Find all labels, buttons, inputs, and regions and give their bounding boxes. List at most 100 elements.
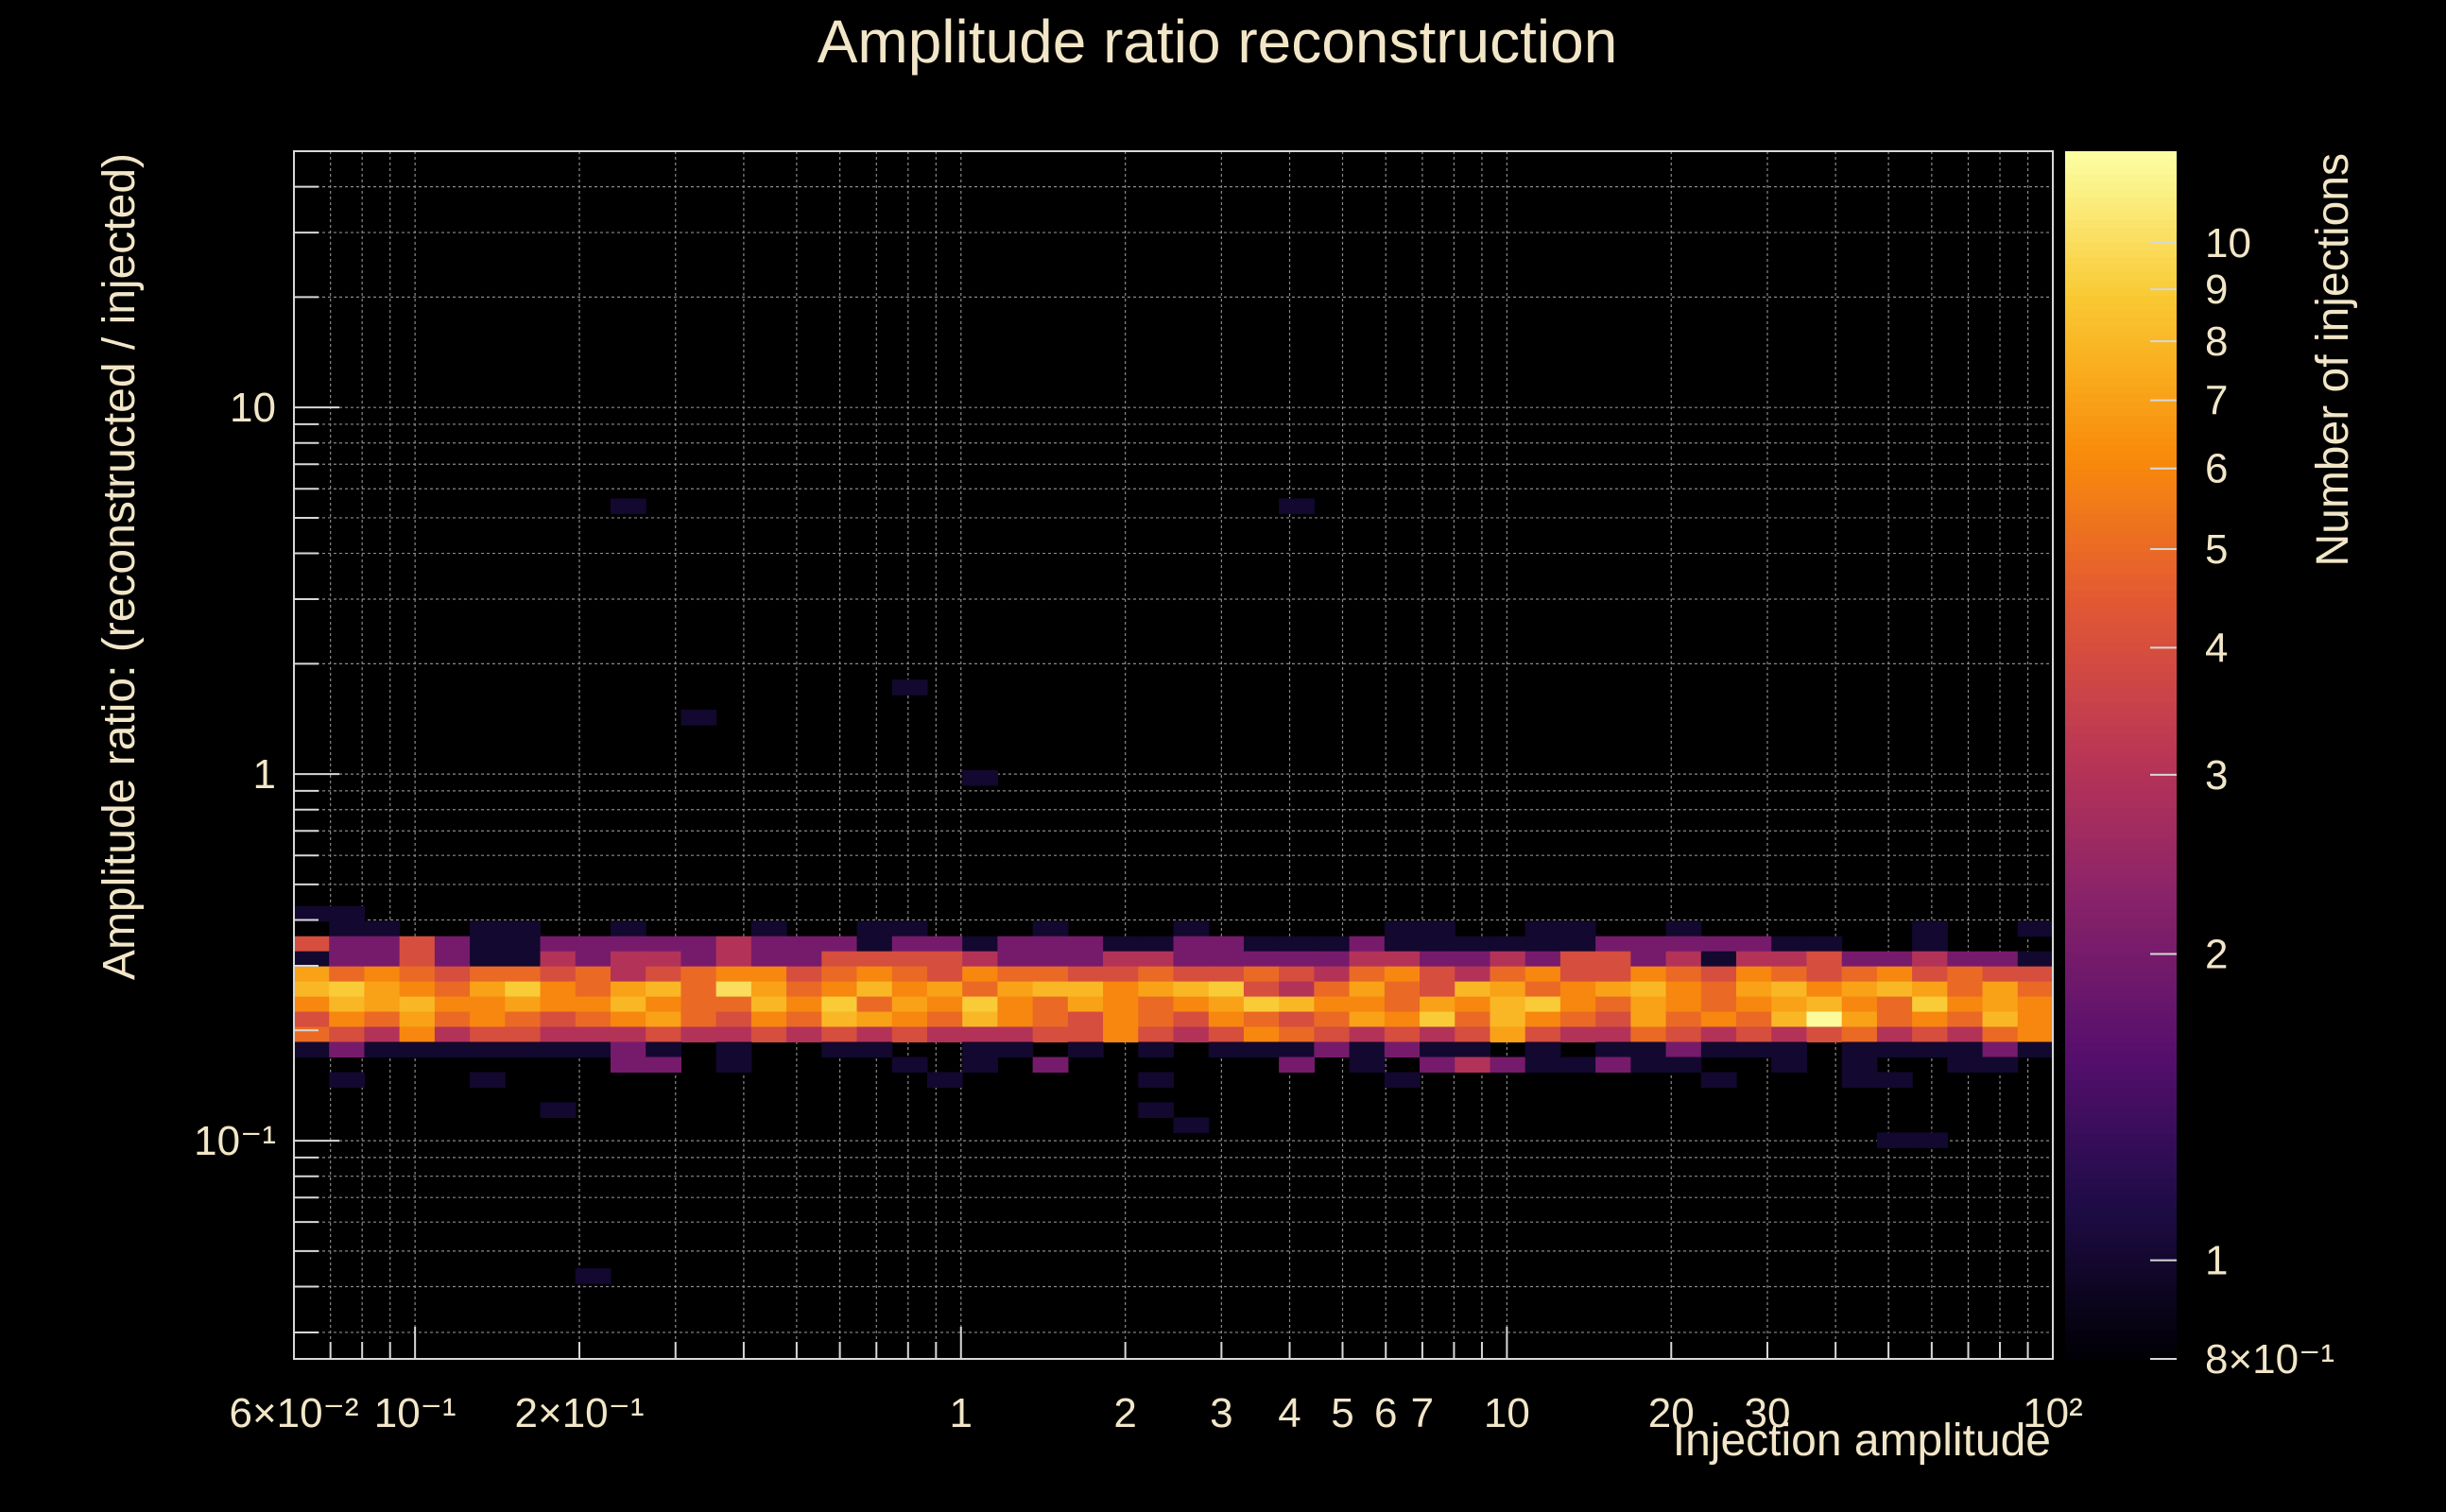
heatmap-cell <box>821 1026 858 1043</box>
heatmap-cell <box>1032 996 1069 1013</box>
heatmap-cell <box>364 920 401 937</box>
heatmap-cell <box>1138 951 1175 968</box>
heatmap-cell <box>329 936 366 953</box>
colorbar-segment <box>2065 589 2177 598</box>
heatmap-cell <box>2017 1026 2054 1043</box>
heatmap-cell <box>926 1026 963 1043</box>
x-tick-label: 30 <box>1744 1390 1790 1436</box>
heatmap-cell <box>470 966 506 983</box>
heatmap-cell <box>1103 951 1139 968</box>
colorbar-segment <box>2065 1117 2177 1126</box>
heatmap-cell <box>540 966 577 983</box>
heatmap-cell <box>1876 951 1913 968</box>
color-scale: 109 8 7 6 5 4 3 2 1 8×10⁻¹ <box>2065 151 2334 1383</box>
heatmap-cell <box>364 1041 401 1058</box>
heatmap-cell <box>891 951 928 968</box>
heatmap-cell <box>1947 1011 1984 1028</box>
heatmap-cell <box>294 981 330 998</box>
colorbar-segment <box>2065 717 2177 726</box>
colorbar-segment <box>2065 596 2177 606</box>
heatmap-cell <box>1876 966 1913 983</box>
colorbar-segment <box>2065 1064 2177 1074</box>
colorbar-segment <box>2065 445 2177 455</box>
heatmap-cell <box>1349 966 1386 983</box>
colorbar-segment <box>2065 845 2177 854</box>
heatmap-cell <box>1420 996 1456 1013</box>
heatmap-cell <box>399 966 436 983</box>
heatmap-cell <box>646 996 682 1013</box>
colorbar-tick-label: 8 <box>2205 318 2228 365</box>
heatmap-cell <box>2017 981 2054 998</box>
heatmap-cell <box>399 951 436 968</box>
heatmap-cell <box>786 1011 822 1028</box>
colorbar-segment <box>2065 1170 2177 1179</box>
heatmap-cell <box>962 769 998 786</box>
chart-title: Amplitude ratio reconstruction <box>818 8 1618 76</box>
colorbar-segment <box>2065 815 2177 824</box>
heatmap-cell <box>962 996 998 1013</box>
colorbar-tick-label: 10 <box>2205 220 2251 266</box>
heatmap-cell <box>1524 1057 1561 1074</box>
heatmap-cell <box>329 996 366 1013</box>
heatmap-cell <box>1876 1072 1913 1089</box>
heatmap-cell <box>610 996 646 1013</box>
heatmap-cell <box>1279 966 1315 983</box>
heatmap-cell <box>1665 996 1702 1013</box>
heatmap-cell <box>1771 951 1808 968</box>
heatmap-cell <box>1806 936 1843 953</box>
heatmap-cell <box>1243 951 1280 968</box>
heatmap-cell <box>1103 936 1139 953</box>
heatmap-cell <box>1524 951 1561 968</box>
colorbar-segment <box>2065 1102 2177 1111</box>
heatmap-cell <box>1490 966 1526 983</box>
heatmap-cell <box>1173 920 1210 937</box>
heatmap-cell <box>997 951 1034 968</box>
heatmap-cell <box>891 920 928 937</box>
heatmap-cell <box>1665 936 1702 953</box>
heatmap-cell <box>399 1041 436 1058</box>
colorbar-segment <box>2065 988 2177 998</box>
heatmap-cell <box>1700 996 1737 1013</box>
heatmap-cell <box>997 1011 1034 1028</box>
heatmap-cell <box>1420 1011 1456 1028</box>
heatmap-cell <box>1032 966 1069 983</box>
colorbar-segment <box>2065 1011 2177 1021</box>
heatmap-cell <box>1067 1041 1104 1058</box>
heatmap-cell <box>610 951 646 968</box>
colorbar-tick-label: 1 <box>2205 1238 2228 1284</box>
heatmap-cell <box>1103 981 1139 998</box>
colorbar-segment <box>2065 1185 2177 1194</box>
heatmap-cell <box>1982 966 2019 983</box>
heatmap-cell <box>1138 1041 1175 1058</box>
heatmap-cell <box>1138 936 1175 953</box>
heatmap-cell <box>1841 981 1878 998</box>
heatmap-cell <box>821 1011 858 1028</box>
heatmap-cell <box>1524 920 1561 937</box>
x-axis-label: Injection amplitude <box>1673 1416 2051 1466</box>
heatmap-cell <box>610 966 646 983</box>
heatmap-cell <box>1876 1026 1913 1043</box>
heatmap-cell <box>962 936 998 953</box>
heatmap-cell <box>1243 981 1280 998</box>
heatmap-cell <box>926 981 963 998</box>
colorbar-segment <box>2065 1034 2177 1043</box>
heatmap-cell <box>891 966 928 983</box>
x-tick-label: 10 <box>1484 1390 1530 1436</box>
heatmap-cell <box>1490 936 1526 953</box>
heatmap-cell <box>470 996 506 1013</box>
heatmap-cell <box>364 996 401 1013</box>
heatmap-cell <box>470 920 506 937</box>
heatmap-cell <box>1806 1011 1843 1028</box>
heatmap-cell <box>1982 996 2019 1013</box>
colorbar-segment <box>2065 468 2177 477</box>
heatmap-cell <box>540 1102 577 1118</box>
x-tick-label: 10⁻¹ <box>374 1390 456 1436</box>
colorbar-segment <box>2065 679 2177 688</box>
heatmap-cell <box>1771 1057 1808 1074</box>
colorbar-segment <box>2065 203 2177 213</box>
heatmap-cell <box>1912 981 1948 998</box>
heatmap-cell <box>646 951 682 968</box>
colorbar-segment <box>2065 1132 2177 1142</box>
colorbar-segment <box>2065 1314 2177 1322</box>
